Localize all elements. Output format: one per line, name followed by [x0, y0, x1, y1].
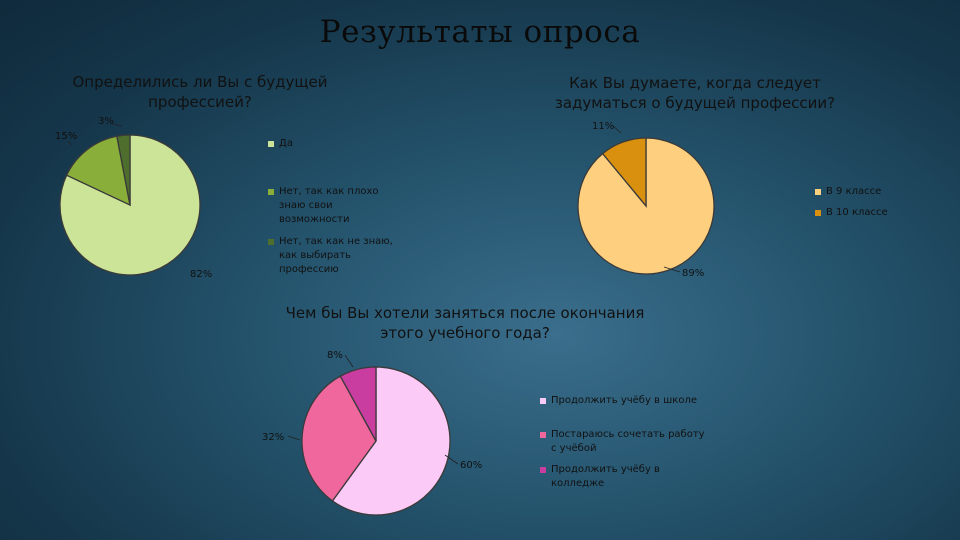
pie-3-slice-2 — [301, 375, 377, 502]
pie-2-leader-2 — [611, 124, 622, 134]
pie-2-legend-item-1: В 9 классе — [815, 185, 935, 199]
pie-chart-1: 82% 15% 3% — [55, 116, 212, 280]
pie-3-legend-item-2: Постараюсь сочетать работу с учёбой — [540, 428, 710, 456]
pie-1-legend-item-2: Нет, так как плохо знаю свои возможности — [268, 185, 398, 227]
pie-1-data-label-2: 15% — [55, 131, 77, 142]
pie-3-data-label-3: 8% — [327, 350, 343, 361]
pie-3-legend-item-1: Продолжить учёбу в школе — [540, 394, 710, 408]
pie-3-leader-3 — [344, 354, 354, 368]
legend-swatch — [815, 210, 821, 216]
legend-swatch — [815, 189, 821, 195]
pie-3-slice-3 — [339, 366, 377, 442]
pie-2-data-label-2: 11% — [592, 121, 614, 132]
legend-label: Нет, так как плохо знаю свои возможности — [279, 186, 379, 225]
page-title: Результаты опроса — [319, 14, 641, 50]
pie-3-data-label-2: 32% — [262, 432, 284, 443]
legend-swatch — [268, 239, 274, 245]
legend-swatch — [540, 398, 546, 404]
pie-3-data-label-1: 60% — [460, 460, 482, 471]
legend-label: В 9 классе — [826, 186, 882, 197]
legend-label: Продолжить учёбу в колледже — [551, 464, 660, 489]
legend-label: Продолжить учёбу в школе — [551, 395, 697, 406]
chart-1-title: Определились ли Вы с будущей профессией? — [72, 73, 328, 111]
chart-2-title: Как Вы думаете, когда следует задуматься… — [554, 74, 836, 112]
legend-label: Нет, так как не знаю, как выбирать профе… — [279, 236, 393, 275]
legend-swatch — [540, 467, 546, 473]
pie-1-leader-2 — [67, 140, 73, 146]
pie-2-slice-2 — [601, 137, 647, 208]
legend-swatch — [268, 189, 274, 195]
pie-2-data-label-1: 89% — [682, 268, 704, 279]
pie-1-data-label-3: 3% — [98, 116, 114, 127]
legend-label: Да — [279, 138, 293, 149]
pie-1-slice-2 — [65, 135, 131, 207]
pie-2-legend-item-2: В 10 классе — [815, 206, 935, 220]
legend-label: В 10 классе — [826, 207, 888, 218]
legend-swatch — [540, 432, 546, 438]
pie-3-leader-1 — [444, 454, 459, 465]
pie-1-slice-3 — [116, 134, 131, 206]
pie-3-legend-item-3: Продолжить учёбу в колледже — [540, 463, 710, 491]
pie-3-leader-2 — [287, 435, 301, 441]
pie-chart-2: 89% 11% — [577, 121, 715, 279]
pie-1-leader-3 — [112, 123, 123, 127]
pie-2-leader-1 — [663, 266, 681, 273]
pie-chart-3: 60% 32% 8% — [262, 350, 482, 516]
chart-3-title: Чем бы Вы хотели заняться после окончани… — [285, 304, 645, 342]
pie-3-slice-1 — [331, 366, 451, 516]
legend-label: Постараюсь сочетать работу с учёбой — [551, 429, 705, 454]
pie-1-legend-item-3: Нет, так как не знаю, как выбирать профе… — [268, 235, 398, 277]
legend-swatch — [268, 141, 274, 147]
pie-1-data-label-1: 82% — [190, 269, 212, 280]
pie-1-legend-item-1: Да — [268, 137, 398, 151]
